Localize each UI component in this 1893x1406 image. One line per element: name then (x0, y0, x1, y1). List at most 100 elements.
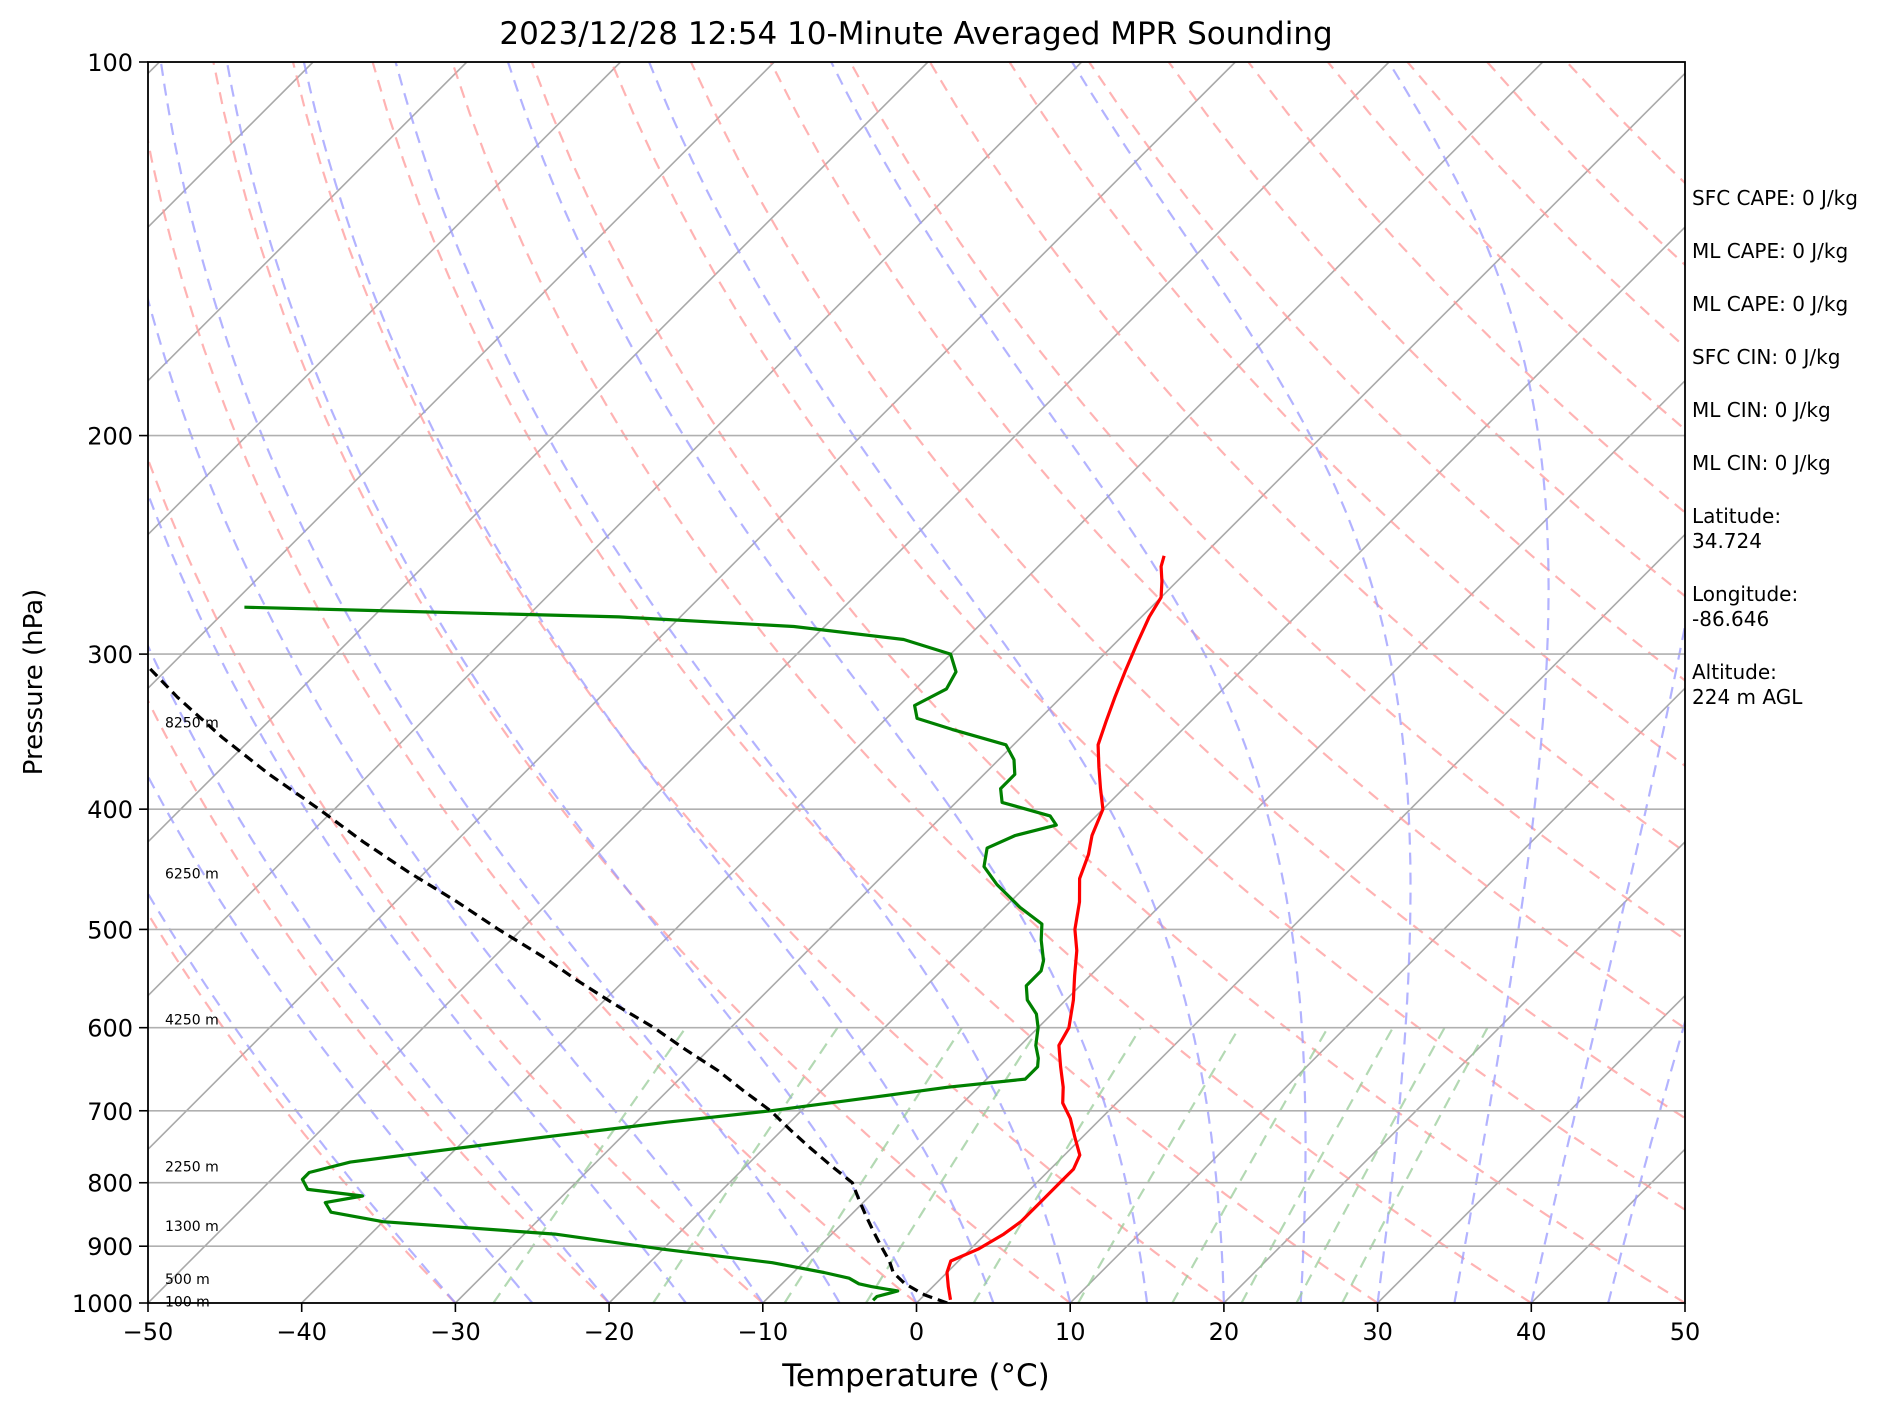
mixing-ratio-line (972, 1027, 1142, 1303)
isotherm-line (148, 62, 1390, 1303)
moist-adiabat-line (1387, 62, 1550, 1303)
isotherm-line (1069, 687, 1685, 1303)
mixing-ratio-line (1240, 1027, 1394, 1303)
mixing-ratio-line (492, 1027, 687, 1303)
isotherm-line (148, 62, 775, 690)
dry-adiabat-line (212, 62, 1071, 1303)
dry-adiabat-line (148, 135, 918, 1303)
altitude-block: Altitude: 224 m AGL (1692, 660, 1887, 710)
y-tick-label: 200 (87, 423, 133, 451)
moist-adiabat-line (302, 62, 995, 1303)
isotherm-line (608, 225, 1685, 1303)
sfc-cape-text: SFC CAPE: 0 J/kg (1692, 186, 1858, 210)
ml-cape-text: ML CAPE: 0 J/kg (1692, 239, 1849, 263)
x-tick-label: 0 (909, 1318, 924, 1346)
isotherm-line (148, 62, 622, 536)
moist-adiabat-line (506, 62, 1149, 1303)
altitude-value: 224 m AGL (1692, 685, 1803, 709)
altitude-label: Altitude: (1692, 660, 1777, 684)
dry-adiabat-line (1167, 62, 1685, 598)
moist-adiabat-line (830, 62, 1307, 1303)
x-tick-label: 50 (1670, 1318, 1701, 1346)
y-tick-label: 600 (87, 1015, 133, 1043)
longitude-label: Longitude: (1692, 582, 1799, 606)
height-label: 6250 m (165, 867, 219, 883)
temperature-profile (945, 555, 1166, 1301)
y-axis-ticks: 100 200 300 400 500 600 700 800 900 1000 (72, 49, 148, 1318)
dry-adiabat-line (769, 62, 1685, 1030)
isotherm-line (762, 379, 1685, 1303)
isotherm-line (301, 62, 1544, 1303)
x-tick-label: −30 (430, 1318, 481, 1346)
mixing-ratio-line (1171, 1027, 1329, 1303)
height-label: 1300 m (165, 1219, 219, 1235)
height-label: 500 m (165, 1272, 210, 1288)
isotherm-line (148, 62, 1236, 1151)
x-tick-label: 10 (1055, 1318, 1086, 1346)
pressure-gridlines (148, 62, 1685, 1303)
dry-adiabat-line (530, 62, 1685, 1303)
parcel-profile (148, 664, 948, 1303)
background-lines (0, 62, 1685, 1303)
moist-adiabat-line (1607, 1018, 1685, 1303)
dry-adiabat-line (148, 456, 764, 1303)
moist-adiabat-line (1071, 62, 1412, 1303)
dry-adiabat-line (148, 698, 610, 1303)
latitude-value: 34.724 (1692, 529, 1762, 553)
y-axis-label: Pressure (hPa) (19, 589, 49, 776)
plot-frame (147, 61, 1686, 1304)
moist-adiabat-line (1530, 620, 1685, 1303)
latitude-block: Latitude: 34.724 (1692, 504, 1887, 554)
mixing-ratio-line (1077, 1027, 1241, 1303)
isotherm-line (454, 72, 1685, 1303)
moist-adiabat-line (394, 62, 1072, 1303)
isotherm-line (0, 62, 6, 1303)
dry-adiabat-line (610, 62, 1685, 1211)
dewpoint-profile (244, 605, 1058, 1302)
dry-adiabat-line (1008, 62, 1685, 768)
sfc-cin-text: SFC CIN: 0 J/kg (1692, 345, 1841, 369)
x-tick-label: −20 (584, 1318, 635, 1346)
y-tick-label: 500 (87, 916, 133, 944)
moist-adiabat-line (225, 62, 918, 1303)
moist-adiabat-line (159, 62, 841, 1303)
sounding-stats-panel: SFC CAPE: 0 J/kg ML CAPE: 0 J/kg ML CAPE… (1692, 186, 1887, 738)
height-label: 8250 m (165, 716, 219, 732)
dry-adiabat-line (291, 62, 1225, 1303)
sounding-profiles (148, 555, 1166, 1303)
moist-adiabat-line (148, 490, 687, 1303)
isotherm-line (915, 533, 1685, 1303)
longitude-block: Longitude: -86.646 (1692, 582, 1887, 632)
y-tick-label: 700 (87, 1098, 133, 1126)
y-tick-label: 1000 (72, 1290, 133, 1318)
longitude-value: -86.646 (1692, 607, 1770, 631)
x-tick-label: 40 (1516, 1318, 1547, 1346)
isotherm-line (1377, 994, 1685, 1303)
y-tick-label: 300 (87, 641, 133, 669)
latitude-label: Latitude: (1692, 504, 1782, 528)
y-tick-label: 100 (87, 49, 133, 77)
isotherm-line (148, 62, 468, 382)
x-tick-label: −10 (737, 1318, 788, 1346)
height-label: 4250 m (165, 1013, 219, 1029)
moist-adiabat-line (648, 62, 1225, 1303)
moist-adiabat-line (148, 295, 764, 1303)
isotherm-line (148, 62, 1083, 997)
x-tick-label: −50 (123, 1318, 174, 1346)
dry-adiabat-line (1088, 62, 1685, 682)
x-tick-label: 30 (1362, 1318, 1393, 1346)
mixing-ratio-line (1295, 1027, 1446, 1303)
isotherm-line (148, 62, 929, 844)
ml-cin-text: ML CIN: 0 J/kg (1692, 398, 1831, 422)
chart-title: 2023/12/28 12:54 10-Minute Averaged MPR … (499, 16, 1332, 52)
x-tick-label: −40 (276, 1318, 327, 1346)
mixing-ratio-line (1341, 1027, 1489, 1303)
dry-adiabat-line (690, 62, 1685, 1120)
y-tick-label: 400 (87, 796, 133, 824)
isotherm-line (1223, 840, 1685, 1303)
dry-adiabat-line (148, 911, 457, 1303)
height-label: 2250 m (165, 1160, 219, 1176)
y-tick-label: 800 (87, 1170, 133, 1198)
